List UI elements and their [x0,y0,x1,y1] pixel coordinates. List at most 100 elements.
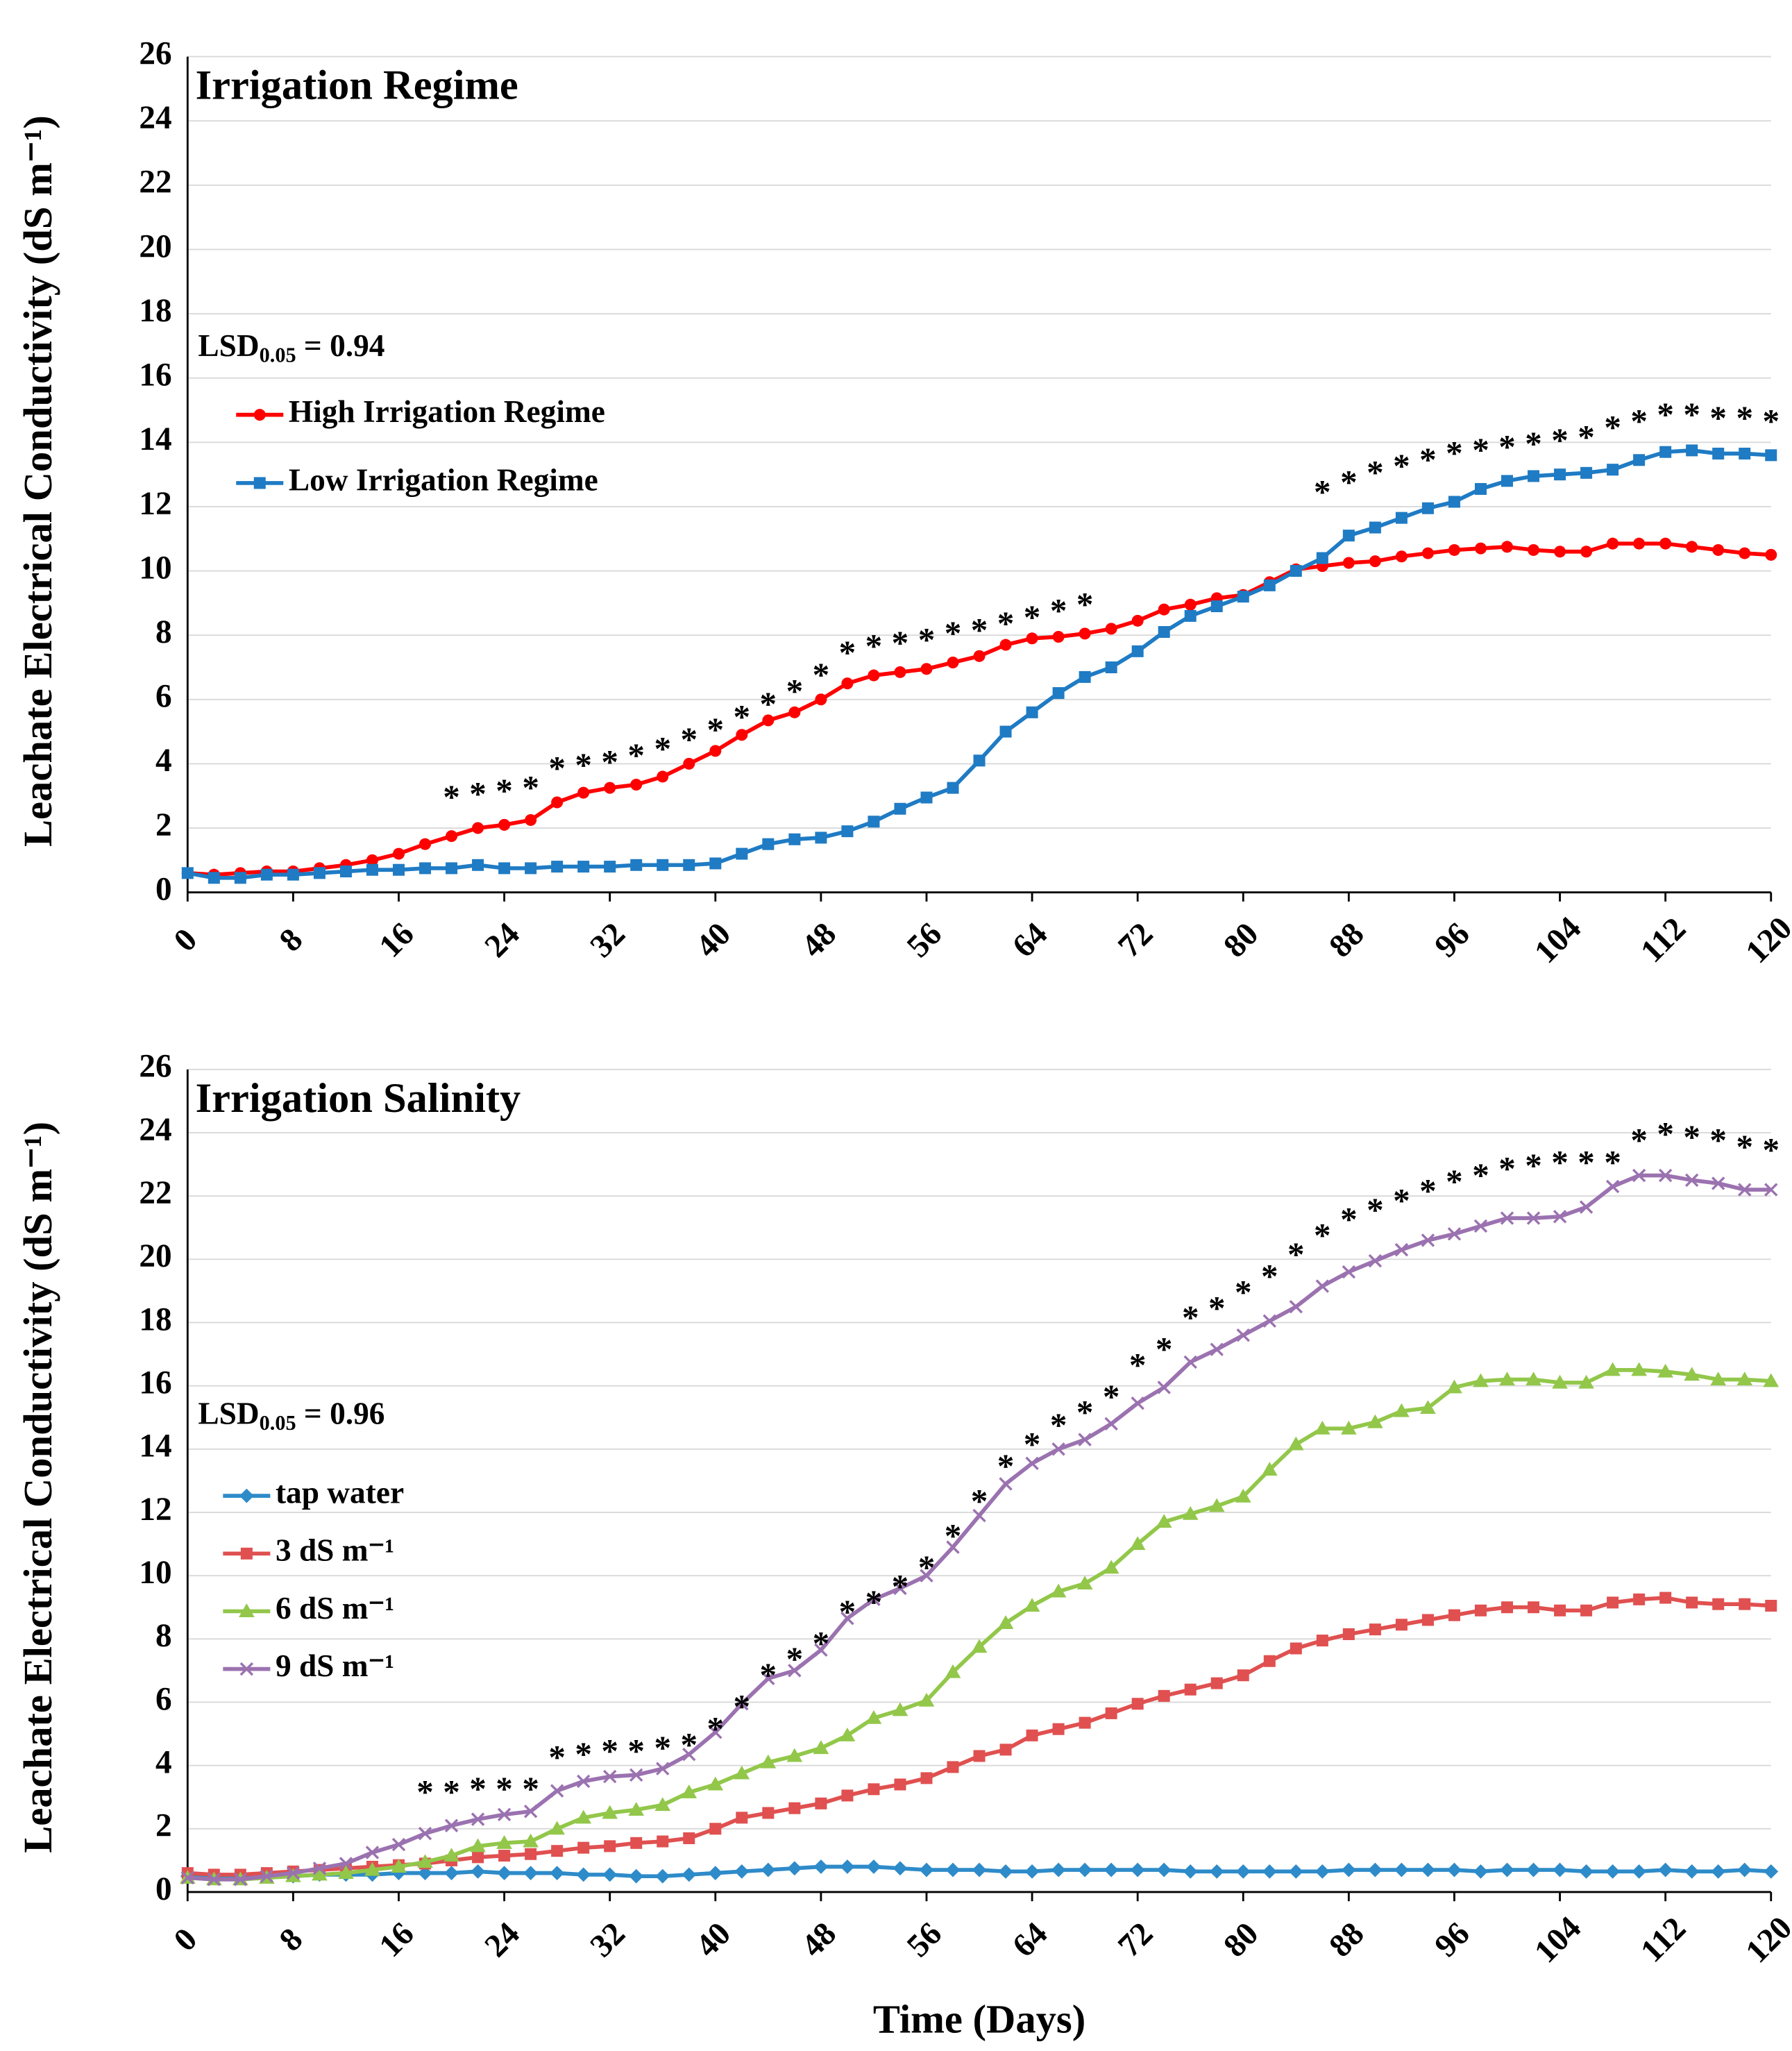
x-tick-label: 16 [372,1916,421,1964]
point [839,1727,856,1741]
point [1051,1862,1066,1877]
lsd-part: 0.05 [260,1411,296,1435]
significance-marker: * [680,720,698,758]
point [707,1776,724,1791]
point [1448,1609,1460,1621]
point [1369,521,1381,534]
significance-marker: * [627,1732,645,1770]
point [339,866,352,878]
y-tick-label: 4 [155,743,172,779]
y-tick-label: 12 [139,1492,171,1528]
x-tick-label: 112 [1634,911,1693,970]
point [417,1854,433,1868]
point [736,729,748,741]
point [868,1783,880,1796]
point [865,1710,882,1724]
point [496,1834,512,1849]
point [1395,550,1408,563]
point [788,1802,801,1814]
significance-marker: * [627,736,645,775]
point [604,782,616,794]
y-tick-label: 22 [139,1175,171,1211]
point [1052,687,1065,700]
x-tick-label: 64 [1006,915,1054,964]
point [841,825,854,838]
legend-marker [253,477,266,489]
point [1500,1211,1514,1225]
point [1183,1355,1197,1369]
y-tick-label: 0 [155,871,172,907]
point [1421,1614,1434,1626]
point [523,1805,538,1818]
point [1076,1576,1093,1590]
point [972,1508,986,1523]
x-tick-label: 120 [1739,1909,1792,1970]
point [1657,1363,1674,1378]
significance-marker: * [1446,434,1463,472]
point [947,657,959,669]
point [736,1812,748,1824]
significance-marker: * [786,1640,804,1678]
point [551,1845,564,1857]
point [1026,706,1038,718]
y-tick-label: 10 [139,550,171,586]
significance-marker: * [1024,1425,1041,1463]
significance-marker: * [1340,463,1358,501]
point [947,1761,959,1773]
point [1711,1176,1725,1190]
point [1105,1707,1117,1719]
significance-marker: * [1604,1143,1621,1181]
point [1684,1367,1700,1381]
x-tick-label: 24 [478,915,527,964]
point [734,1864,750,1879]
point [814,1643,828,1657]
point [1554,469,1566,481]
point [550,1784,564,1798]
point [602,1867,618,1882]
point [1394,1403,1410,1417]
point [602,1805,618,1819]
point [1526,1211,1541,1225]
point [971,1639,988,1653]
point [576,1867,591,1882]
point [1024,1864,1040,1879]
point [1079,670,1091,683]
point [523,1833,539,1848]
point [1446,1379,1462,1394]
point [525,813,537,826]
x-tick-label: 0 [167,1921,204,1958]
point [1473,1373,1489,1387]
point [1658,1168,1673,1183]
point [1369,1623,1381,1636]
point [1184,598,1197,611]
point [444,1866,459,1881]
y-tick-label: 2 [155,807,172,843]
point [1025,1456,1039,1471]
significance-marker: * [1578,1143,1595,1181]
y-tick-label: 22 [139,164,171,201]
series-line [187,541,1771,877]
y-tick-label: 6 [155,1681,172,1717]
point [867,1592,881,1607]
point [391,1859,407,1873]
point [630,859,643,871]
chart-title: Irrigation Salinity [196,1075,521,1122]
significance-marker: * [1367,453,1384,491]
point [498,1850,511,1862]
point [1633,537,1646,550]
point [1528,1601,1540,1614]
significance-marker: * [1419,1172,1437,1210]
point [1712,448,1725,460]
legend-label: 6 dS m⁻¹ [276,1591,394,1626]
significance-marker: * [1736,398,1753,437]
significance-marker: * [1498,1149,1516,1188]
point [1156,1514,1172,1528]
legend-label: 3 dS m⁻¹ [276,1533,394,1568]
significance-marker: * [654,729,671,768]
significance-marker: * [707,710,725,748]
point [287,868,299,881]
lsd-part: 0.05 [260,343,296,366]
significance-marker: * [1709,398,1727,437]
significance-marker: * [522,768,539,807]
point [1552,1374,1568,1389]
